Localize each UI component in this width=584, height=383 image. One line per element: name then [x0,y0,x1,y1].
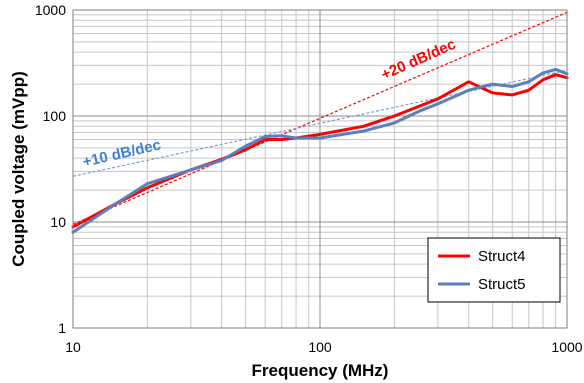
tick-labels: 10 100 1000 1 10 100 1000 [35,2,583,355]
y-tick-label: 100 [43,108,67,124]
legend-label-struct4: Struct4 [478,248,526,265]
annotation-10db: +10 dB/dec [81,136,162,170]
y-axis-title: Coupled voltage (mVpp) [9,71,28,267]
y-tick-label: 1000 [35,2,66,18]
legend: Struct4 Struct5 [427,237,561,303]
x-tick-label: 100 [308,339,332,355]
legend-box [427,237,561,303]
x-tick-label: 1000 [551,339,582,355]
plot-frame [72,9,568,329]
series-lines [71,67,569,234]
y-tick-label: 1 [58,320,66,336]
series-line-struct5 [71,67,569,234]
legend-label-struct5: Struct5 [478,276,526,293]
reference-line [72,11,568,225]
y-tick-label: 10 [50,214,66,230]
x-axis-title: Frequency (MHz) [252,361,389,380]
x-tick-label: 10 [65,339,81,355]
